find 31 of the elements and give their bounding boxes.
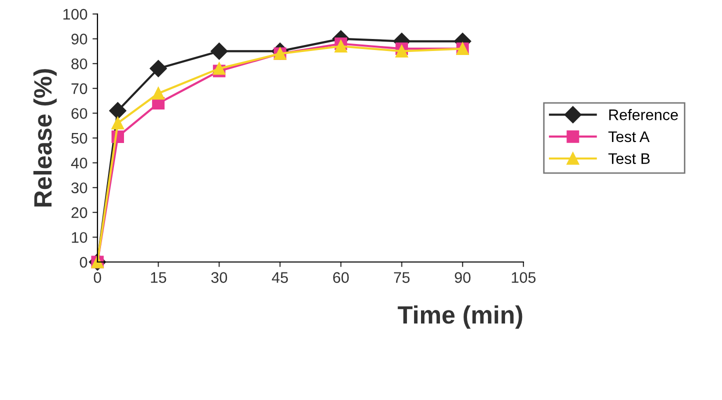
x-tick-label: 0 (94, 272, 102, 283)
y-tick-label: 30 (71, 182, 88, 194)
x-tick-label: 45 (272, 272, 288, 283)
y-tick-label: 100 (63, 8, 88, 20)
legend-label: Test B (608, 153, 650, 164)
x-tick-label: 15 (150, 272, 166, 283)
x-tick-label: 90 (454, 272, 470, 283)
point (109, 102, 126, 120)
y-tick-label: 10 (72, 232, 88, 243)
x-tick-label: 105 (512, 272, 536, 283)
legend-label: Reference (609, 109, 678, 120)
x-tick-label: 30 (211, 272, 228, 283)
y-tick-label: 70 (72, 83, 88, 94)
point (212, 62, 226, 75)
legend-label: Test A (608, 131, 650, 142)
y-tick-label: 90 (71, 34, 88, 44)
y-tick-label: 80 (71, 58, 88, 70)
y-axis-title: Release (%) (33, 69, 57, 206)
y-tick-label: 0 (80, 256, 88, 268)
point (210, 42, 228, 60)
point (150, 60, 167, 78)
point (395, 44, 408, 58)
y-tick-label: 40 (71, 158, 88, 168)
x-axis-title: Time (min) (398, 305, 522, 329)
point (152, 87, 165, 100)
y-tick-label: 60 (72, 108, 88, 119)
y-tick-label: 50 (71, 132, 88, 144)
x-tick-label: 60 (333, 272, 349, 283)
y-tick-label: 20 (72, 207, 88, 218)
point (112, 116, 124, 130)
x-tick-label: 75 (394, 272, 410, 283)
